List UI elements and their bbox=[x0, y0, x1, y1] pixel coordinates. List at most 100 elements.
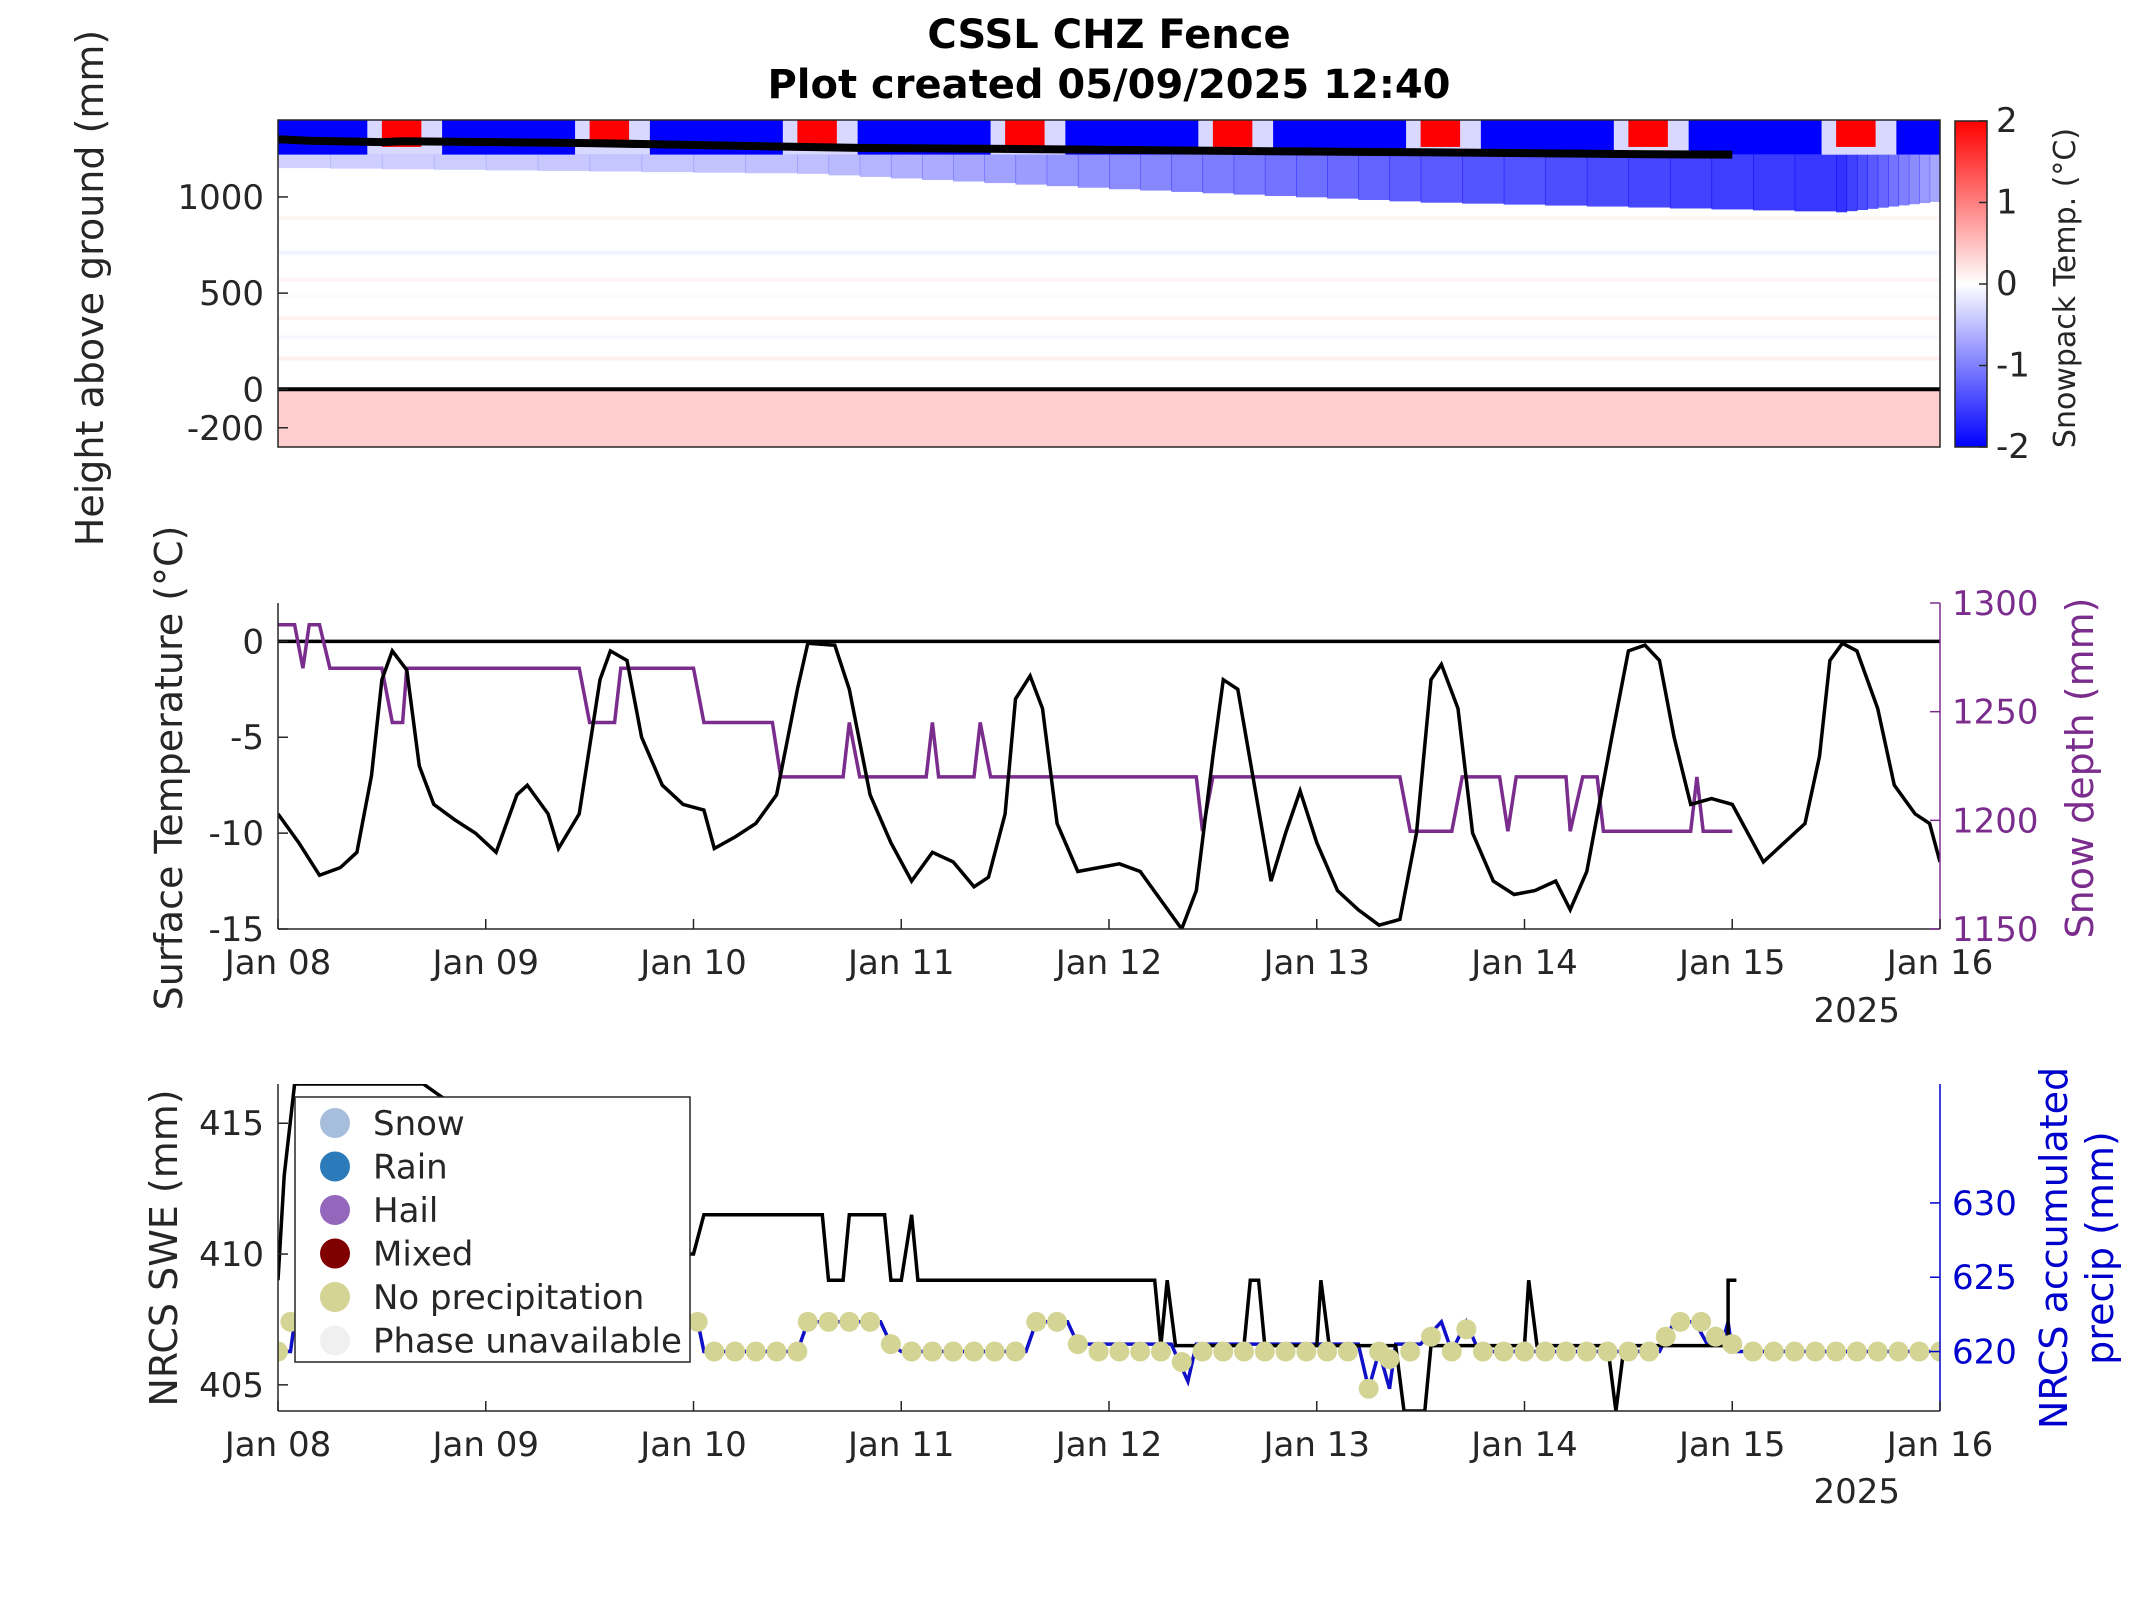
swe-x-tick-label: Jan 09 bbox=[431, 1425, 539, 1465]
snow-depth-line bbox=[278, 622, 1733, 833]
no-precipitation-marker bbox=[839, 1311, 860, 1332]
snowpack-heatmap bbox=[278, 120, 1940, 447]
heatmap-cell-cold bbox=[433, 154, 487, 170]
depth-y-tick-label: 1250 bbox=[1952, 693, 2039, 733]
temp-x-tick-label: Jan 16 bbox=[1885, 943, 1993, 983]
heatmap-cell-cold bbox=[1898, 154, 1910, 206]
no-precipitation-marker bbox=[745, 1341, 766, 1362]
heatmap-cell-warm bbox=[1212, 120, 1253, 147]
legend-marker bbox=[320, 1195, 350, 1225]
swe-x-tick-label: Jan 16 bbox=[1885, 1425, 1993, 1465]
heatmap-cell-cold bbox=[381, 154, 435, 170]
heatmap-cell-stripe bbox=[278, 335, 1940, 340]
heatmap-axes-box bbox=[277, 119, 1941, 448]
no-precipitation-marker bbox=[1576, 1341, 1597, 1362]
heatmap-cell-cold bbox=[329, 154, 383, 169]
heatmap-cell-cold bbox=[1628, 154, 1671, 208]
no-precipitation-marker bbox=[901, 1341, 922, 1362]
temp-year-label: 2025 bbox=[1813, 991, 1900, 1031]
heatmap-cell-cold bbox=[589, 154, 643, 172]
no-precipitation-marker bbox=[1722, 1334, 1743, 1355]
legend-marker bbox=[320, 1108, 350, 1138]
no-precipitation-marker bbox=[1441, 1341, 1462, 1362]
colorbar-tick-label: -1 bbox=[1996, 346, 2030, 386]
swe-y-tick-label: 415 bbox=[199, 1104, 264, 1144]
swe-x-ticks: Jan 08 Jan 09 Jan 10 Jan 11 Jan 12 Jan 13 Jan … bbox=[223, 1401, 1993, 1465]
heatmap-cell-cold bbox=[1264, 154, 1297, 196]
no-precipitation-marker bbox=[787, 1341, 808, 1362]
heatmap-y-tick-label: 500 bbox=[199, 274, 264, 314]
heatmap-cell-cold bbox=[1794, 154, 1837, 212]
swe-x-tick-label: Jan 10 bbox=[638, 1425, 746, 1465]
no-precipitation-marker bbox=[1867, 1341, 1888, 1362]
temp-y-ticks: 0 -5 -10 -15 bbox=[208, 622, 288, 950]
no-precipitation-marker bbox=[1826, 1341, 1847, 1362]
heatmap-cell-cold bbox=[537, 154, 591, 171]
heatmap-cell-cold bbox=[641, 154, 695, 173]
legend-marker bbox=[320, 1238, 350, 1269]
heatmap-cell-stripe bbox=[278, 316, 1940, 321]
heatmap-cell-cold bbox=[1877, 154, 1889, 208]
temp-x-tick-label: Jan 10 bbox=[638, 943, 746, 983]
no-precipitation-marker bbox=[943, 1341, 964, 1362]
colorbar-tick-label: 0 bbox=[1996, 264, 2018, 304]
colorbar-tick-label: 2 bbox=[1996, 101, 2018, 141]
heatmap-cell-cold bbox=[922, 154, 954, 181]
no-precipitation-marker bbox=[1005, 1341, 1026, 1362]
heatmap-cell-cold bbox=[1545, 154, 1588, 206]
no-precipitation-marker bbox=[1597, 1341, 1618, 1362]
no-precipitation-marker bbox=[1109, 1341, 1130, 1362]
heatmap-cell-cold bbox=[1015, 154, 1048, 185]
temp-x-ticks: Jan 08 Jan 09 Jan 10 Jan 11 Jan 12 Jan 13 Jan … bbox=[223, 919, 1993, 983]
no-precipitation-marker bbox=[1337, 1341, 1358, 1362]
heatmap-cell-cold bbox=[1919, 154, 1931, 204]
legend-marker bbox=[320, 1151, 350, 1182]
heatmap-cell-cold bbox=[1327, 154, 1359, 199]
no-precipitation-marker bbox=[1088, 1341, 1109, 1362]
no-precipitation-marker bbox=[704, 1341, 725, 1362]
title-line-1: CSSL CHZ Fence bbox=[927, 12, 1290, 58]
precip-y-ticks: 630 625 620 bbox=[1930, 1184, 2017, 1373]
title-line-2: Plot created 05/09/2025 12:40 bbox=[767, 62, 1450, 108]
heatmap-cell-cold bbox=[1867, 154, 1879, 209]
no-precipitation-marker bbox=[1670, 1311, 1691, 1332]
heatmap-cell-cold bbox=[1836, 154, 1848, 213]
no-precipitation-marker bbox=[1888, 1341, 1909, 1362]
legend-entry-label: Hail bbox=[373, 1191, 438, 1231]
heatmap-cell-cold bbox=[1295, 154, 1328, 198]
swe-y-tick-label: 410 bbox=[199, 1235, 264, 1275]
no-precipitation-marker bbox=[1456, 1319, 1477, 1340]
heatmap-cell-cold bbox=[797, 154, 830, 174]
no-precipitation-marker bbox=[1655, 1326, 1676, 1347]
no-precipitation-marker bbox=[1254, 1341, 1275, 1362]
precip-y-label-line-2: precip (mm) bbox=[2078, 1131, 2122, 1365]
heatmap-cell-cold bbox=[1109, 154, 1141, 190]
heatmap-cell-cold bbox=[485, 154, 539, 171]
heatmap-cell-cold bbox=[1462, 154, 1505, 204]
heatmap-cell-cold bbox=[1711, 154, 1754, 210]
legend-entry-label: Mixed bbox=[373, 1235, 473, 1275]
no-precipitation-marker bbox=[278, 1341, 288, 1362]
heatmap-cell-cold bbox=[828, 154, 861, 176]
heatmap-cell-cold bbox=[1202, 154, 1235, 194]
precip-y-tick-label: 630 bbox=[1952, 1184, 2017, 1224]
heatmap-cell-cold bbox=[1586, 154, 1629, 207]
swe-y-ticks: 415 410 405 bbox=[199, 1104, 288, 1406]
no-precipitation-marker bbox=[797, 1311, 818, 1332]
no-precipitation-marker bbox=[1213, 1341, 1234, 1362]
heatmap-cell-cold bbox=[1753, 154, 1796, 211]
swe-x-tick-label: Jan 08 bbox=[223, 1425, 331, 1465]
heatmap-y-tick-label: 1000 bbox=[177, 178, 264, 218]
heatmap-cell-stripe bbox=[278, 250, 1940, 255]
heatmap-cell-cold bbox=[1077, 154, 1110, 188]
temp-x-tick-label: Jan 13 bbox=[1262, 943, 1370, 983]
no-precipitation-marker bbox=[1275, 1341, 1296, 1362]
no-precipitation-marker bbox=[922, 1341, 943, 1362]
precip-y-label-line-1: NRCS accumulated bbox=[2032, 1067, 2076, 1429]
no-precipitation-marker bbox=[1317, 1341, 1338, 1362]
heatmap-soil-layer bbox=[278, 389, 1940, 447]
no-precipitation-marker bbox=[1493, 1341, 1514, 1362]
swe-y-tick-label: 405 bbox=[199, 1366, 264, 1406]
legend-entry-label: No precipitation bbox=[373, 1278, 644, 1318]
